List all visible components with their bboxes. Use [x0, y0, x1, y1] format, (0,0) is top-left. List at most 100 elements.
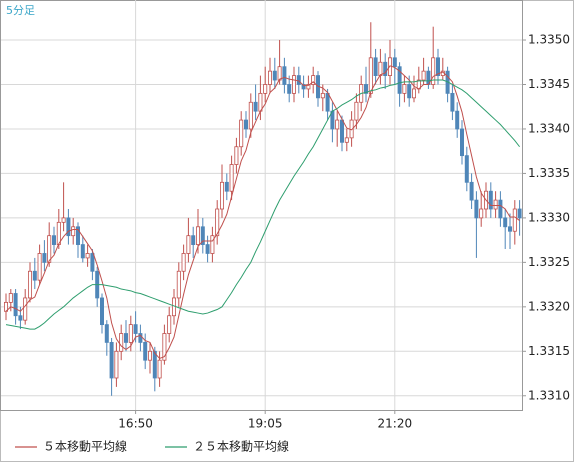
candle-body — [224, 181, 229, 192]
candle-body — [450, 92, 455, 112]
candle-body — [421, 70, 426, 81]
candle-body — [311, 75, 316, 85]
candle-body — [61, 217, 66, 223]
candle-body — [363, 84, 368, 94]
candle-body — [282, 66, 287, 85]
candle-body — [124, 333, 129, 343]
candle-body — [200, 226, 205, 245]
candle-body — [354, 101, 359, 121]
candle-body — [383, 61, 388, 76]
candle-body — [37, 253, 42, 281]
candle-body — [325, 92, 330, 112]
candle-body — [13, 293, 18, 317]
candle-body — [431, 57, 436, 85]
candle-body — [258, 92, 263, 112]
candle-body — [210, 235, 215, 254]
candle-body — [128, 324, 133, 343]
candle-body — [219, 181, 224, 210]
candle-body — [243, 119, 248, 130]
candle-body — [239, 119, 244, 148]
candle-body — [474, 199, 479, 219]
candle-body — [407, 84, 412, 99]
candle-body — [301, 84, 306, 90]
candle-body — [469, 181, 474, 201]
candle-body — [186, 235, 191, 254]
candle-body — [306, 84, 311, 90]
candle-body — [291, 75, 296, 94]
candle-body — [512, 208, 517, 232]
y-tick-label: 1.3335 — [528, 166, 570, 180]
candle-body — [435, 57, 440, 76]
candle-body — [32, 270, 37, 281]
candle-body — [80, 244, 85, 259]
x-tick-label: 21:20 — [378, 417, 413, 431]
candle-body — [176, 270, 181, 299]
candle-body — [272, 70, 277, 81]
y-tick-label: 1.3310 — [528, 388, 570, 402]
candle-body — [344, 137, 349, 143]
candle-body — [267, 70, 272, 85]
candle-body — [503, 217, 508, 228]
candle-body — [277, 66, 282, 81]
candle-body — [234, 146, 239, 165]
candle-body — [85, 253, 90, 259]
y-tick-label: 1.3345 — [528, 77, 570, 91]
candle-body — [42, 253, 47, 263]
plot-area — [0, 0, 523, 411]
candle-body — [162, 333, 167, 361]
candle-body — [320, 92, 325, 99]
candle-body — [90, 253, 95, 272]
candle-body — [402, 84, 407, 94]
candle-body — [114, 350, 119, 379]
candle-body — [373, 57, 378, 76]
candle-body — [411, 88, 416, 99]
candle-body — [378, 61, 383, 76]
candle-body — [76, 226, 81, 245]
candle-body — [23, 297, 28, 321]
candle-body — [47, 235, 52, 263]
candle-body — [493, 199, 498, 210]
candle-body — [488, 190, 493, 210]
candle-body — [181, 253, 186, 272]
candle-body — [109, 342, 114, 379]
candle-body — [27, 270, 32, 299]
candle-body — [205, 244, 210, 254]
candle-body — [195, 226, 200, 245]
x-tick-label: 19:05 — [248, 417, 283, 431]
y-tick-label: 1.3325 — [528, 255, 570, 269]
candle-body — [368, 57, 373, 94]
candle-body — [104, 324, 109, 343]
candle-body — [507, 226, 512, 232]
candle-body — [18, 315, 23, 321]
candle-body — [296, 75, 301, 85]
candle-body — [157, 359, 162, 379]
candle-body — [464, 155, 469, 183]
candle-body — [459, 128, 464, 157]
candle-body — [71, 226, 76, 237]
candle-body — [152, 350, 157, 379]
legend-label: ５本移動平均線 — [43, 439, 127, 454]
candle-body — [253, 101, 258, 112]
candle-body — [52, 235, 57, 245]
candle-body — [248, 101, 253, 130]
candle-body — [287, 84, 292, 94]
candle-body — [66, 217, 71, 237]
candle-body — [119, 333, 124, 352]
y-tick-label: 1.3330 — [528, 210, 570, 224]
candle-body — [397, 66, 402, 94]
candle-body — [455, 110, 460, 130]
candle-body — [229, 164, 234, 192]
candle-body — [191, 235, 196, 245]
candle-body — [479, 208, 484, 219]
candle-body — [147, 350, 152, 361]
candle-body — [392, 57, 397, 68]
candle-body — [263, 84, 268, 94]
candle-body — [133, 324, 138, 334]
candle-body — [335, 119, 340, 130]
candle-body — [100, 297, 105, 326]
x-tick-label: 16:50 — [118, 417, 153, 431]
candle-body — [167, 315, 172, 334]
ma-line — [5, 79, 520, 330]
candle-body — [8, 293, 13, 303]
